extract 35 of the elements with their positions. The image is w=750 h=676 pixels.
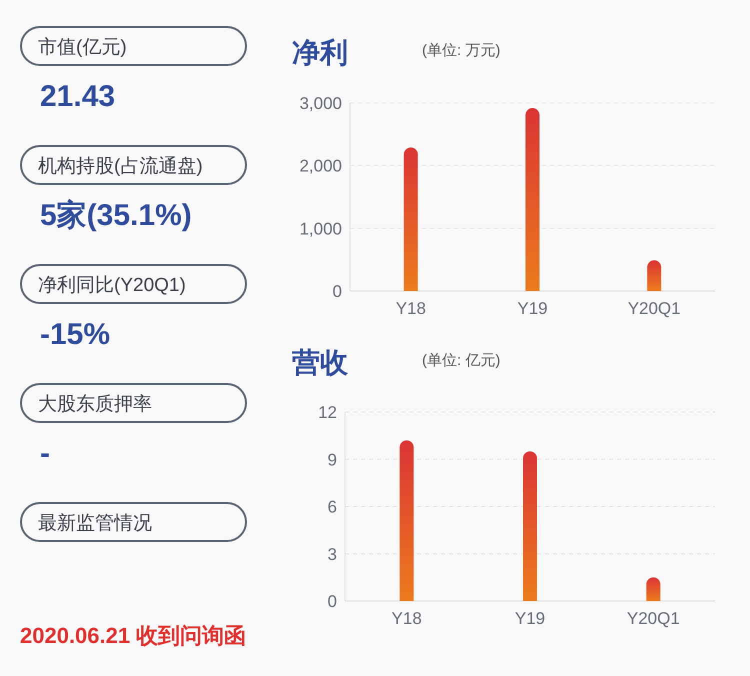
bar	[523, 451, 537, 601]
x-tick-label: Y18	[396, 299, 426, 318]
y-tick-label: 1,000	[299, 219, 342, 238]
bar	[404, 148, 418, 291]
text: -15%	[40, 318, 110, 351]
y-tick-label: 3	[328, 544, 337, 564]
chart-title: 营收	[291, 347, 349, 378]
text: 机构持股(占流通盘)	[38, 155, 203, 177]
y-tick-label: 6	[328, 498, 337, 516]
y-tick-label: 12	[318, 403, 337, 422]
text: 5家(35.1%)	[40, 198, 192, 232]
bar	[400, 440, 414, 601]
x-tick-label: Y18	[392, 609, 422, 628]
bar	[647, 260, 662, 291]
text: 最新监管情况	[38, 512, 152, 534]
x-tick-label: Y19	[514, 609, 546, 628]
chart-subtitle: (单位: 亿元)	[422, 352, 500, 369]
bar	[646, 577, 660, 601]
text: 市值(亿元)	[38, 36, 127, 58]
x-tick-label: Y20Q1	[628, 299, 681, 318]
x-tick-label: Y19	[517, 299, 548, 318]
y-tick-label: 0	[332, 282, 342, 301]
bar	[526, 108, 540, 291]
y-tick-label: 9	[328, 450, 337, 470]
text: 21.43	[40, 80, 116, 113]
y-tick-label: 3,000	[299, 94, 342, 113]
text: 2020.06.21 收到问询函	[20, 623, 246, 648]
text: 净利同比(Y20Q1)	[38, 275, 186, 296]
text: -	[40, 437, 50, 470]
text: 大股东质押率	[38, 393, 152, 415]
x-tick-label: Y20Q1	[626, 609, 680, 628]
y-tick-label: 0	[328, 592, 337, 611]
y-tick-label: 2,000	[299, 156, 342, 176]
chart-title: 净利	[292, 37, 348, 68]
chart-subtitle: (单位: 万元)	[422, 42, 500, 59]
